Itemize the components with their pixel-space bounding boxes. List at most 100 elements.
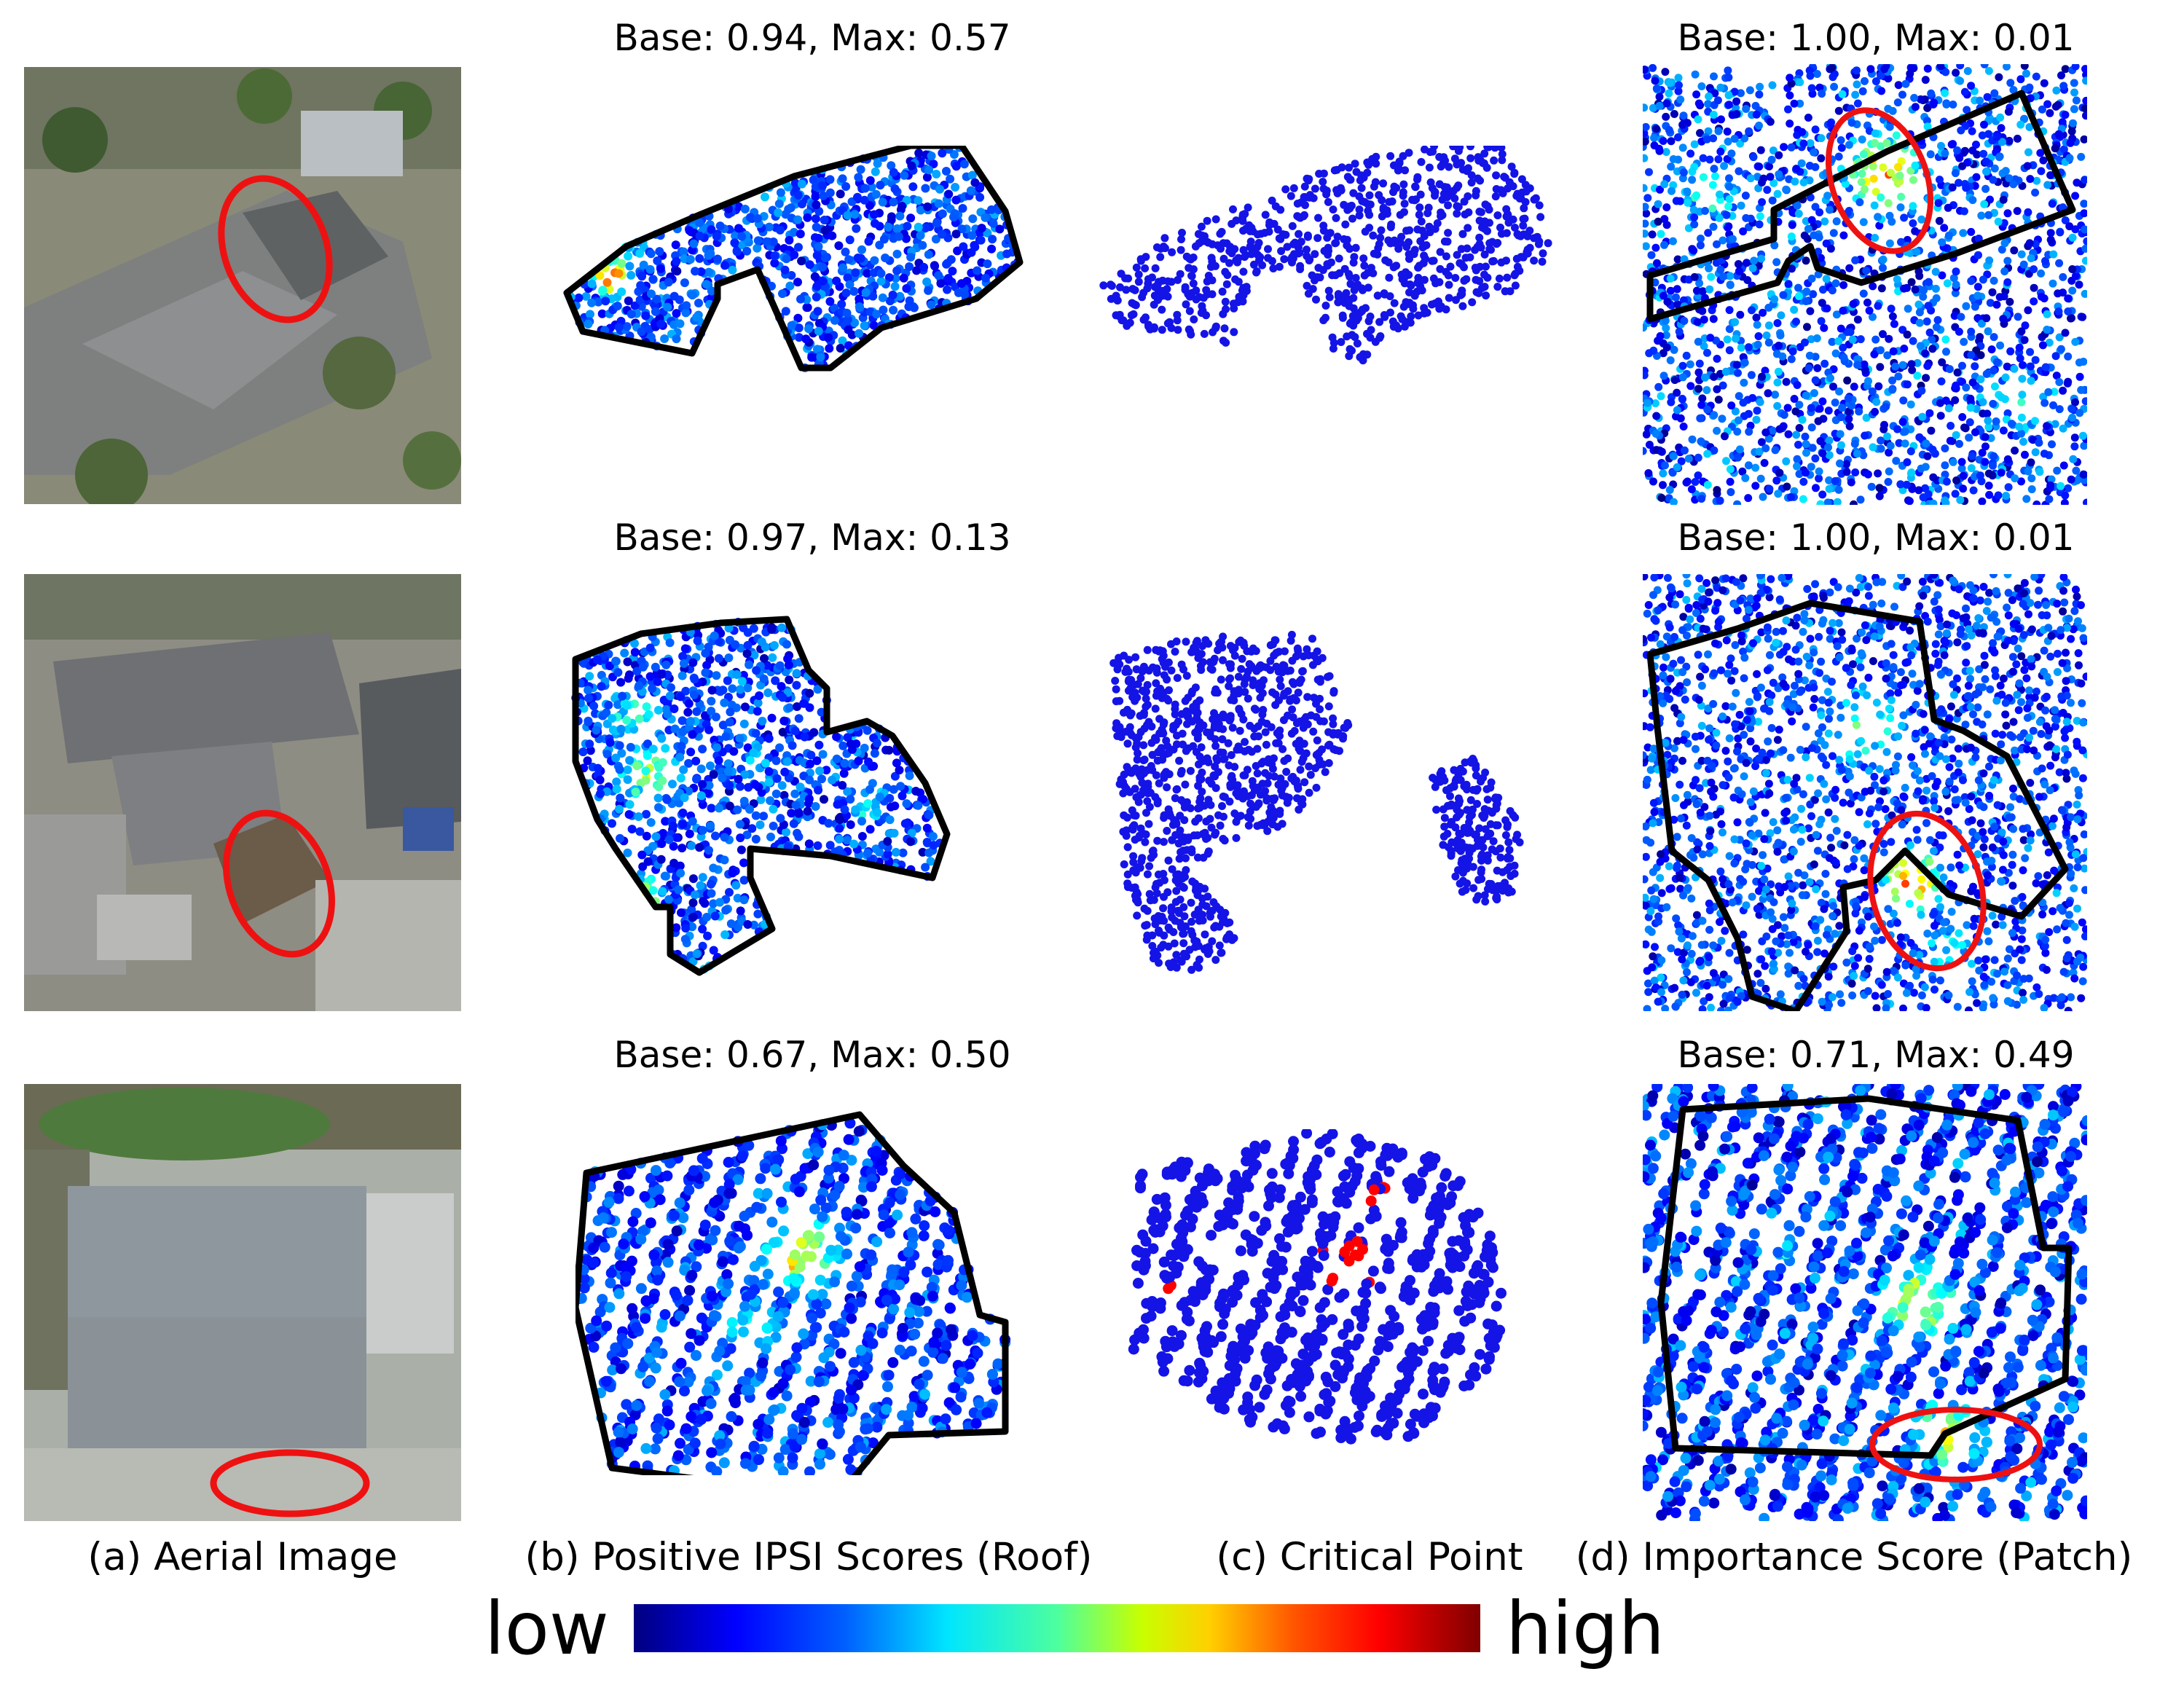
point [1726, 477, 1735, 486]
point [2003, 455, 2012, 463]
point [2070, 88, 2078, 97]
point [623, 848, 632, 857]
point [1346, 345, 1354, 353]
point [1874, 469, 1882, 478]
point [1351, 274, 1360, 282]
point [1871, 129, 1879, 138]
point [779, 790, 789, 800]
point [2027, 485, 2036, 494]
point [918, 847, 927, 857]
point [1893, 162, 1902, 171]
point [1399, 180, 1408, 189]
point [679, 765, 688, 774]
point [960, 290, 970, 299]
point [2039, 156, 2048, 165]
point [2065, 154, 2074, 162]
point [914, 801, 923, 810]
point [1837, 144, 1846, 152]
point [1885, 467, 1893, 476]
point [1826, 205, 1834, 214]
point [1665, 79, 1674, 87]
point [2017, 429, 2025, 438]
point [583, 756, 592, 766]
point [1937, 141, 1945, 150]
point [1355, 192, 1364, 201]
point [1807, 423, 1816, 432]
point [1686, 360, 1694, 369]
point [2059, 82, 2068, 90]
point [1906, 69, 1914, 78]
point [2072, 272, 2080, 280]
point [842, 836, 852, 845]
point [922, 277, 932, 286]
point [1960, 87, 1969, 96]
point [793, 215, 803, 224]
point [1724, 223, 1732, 232]
point [1453, 251, 1461, 259]
point [838, 741, 848, 750]
point [1662, 148, 1670, 157]
point [1938, 271, 1947, 280]
point [1944, 203, 1952, 212]
point [1845, 415, 1853, 423]
point [1802, 391, 1810, 400]
point [653, 793, 663, 803]
point [1705, 285, 1714, 294]
point [1839, 307, 1847, 315]
point [734, 774, 743, 784]
point [1829, 229, 1838, 237]
point [777, 623, 787, 632]
point [1319, 266, 1327, 275]
point [1760, 459, 1769, 467]
point [2000, 267, 2009, 275]
point [1850, 439, 1859, 448]
point [813, 307, 822, 316]
point [1958, 377, 1966, 386]
point [1968, 127, 1976, 135]
point [1238, 216, 1247, 225]
point [1869, 162, 1877, 170]
point [949, 212, 958, 221]
point [2055, 378, 2064, 386]
point [1887, 305, 1896, 313]
point [889, 168, 898, 177]
point [1676, 197, 1684, 205]
point [1725, 346, 1734, 355]
point [1684, 198, 1692, 207]
point [2003, 64, 2011, 71]
point [696, 791, 706, 801]
point [1707, 272, 1716, 281]
point [1877, 87, 1886, 95]
point [889, 828, 899, 838]
point [970, 240, 979, 250]
point [1941, 89, 1949, 98]
point [694, 299, 703, 307]
point [750, 651, 759, 660]
point [755, 691, 764, 700]
point [1721, 367, 1730, 376]
point [782, 757, 792, 766]
point [838, 336, 847, 345]
point [672, 923, 681, 932]
point [1847, 478, 1855, 487]
point [645, 672, 655, 681]
point [1698, 287, 1707, 296]
point [1886, 441, 1895, 450]
point [811, 182, 820, 192]
point [1325, 293, 1334, 302]
point [613, 700, 623, 710]
point [1467, 178, 1476, 187]
point [967, 170, 977, 180]
point [644, 710, 653, 719]
point [1492, 171, 1501, 180]
point [617, 749, 626, 758]
point [2031, 417, 2039, 425]
point [597, 682, 606, 691]
point [1930, 98, 1939, 107]
point [1536, 213, 1545, 221]
point [1756, 82, 1764, 91]
point [761, 758, 770, 768]
point [811, 192, 820, 201]
point [781, 307, 790, 316]
point [803, 213, 812, 222]
